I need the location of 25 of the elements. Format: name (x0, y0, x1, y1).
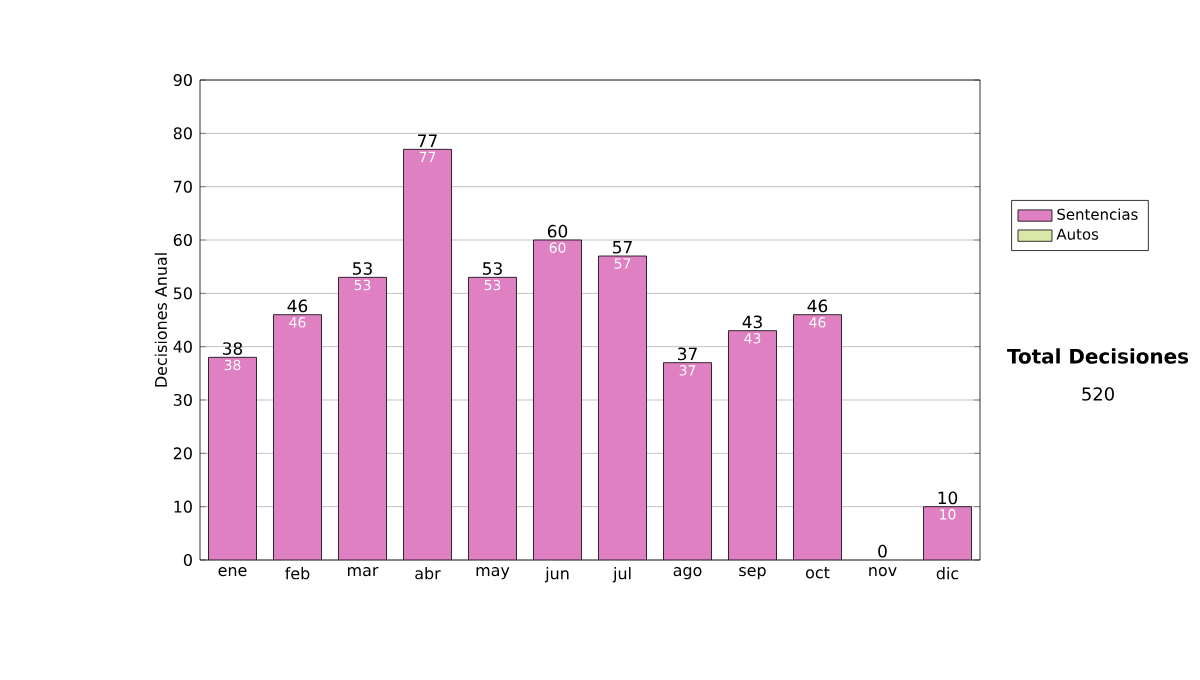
bar (403, 149, 452, 560)
total-label: 53 (353, 262, 372, 275)
bar (923, 506, 972, 560)
bar (468, 277, 517, 560)
total-label: 46 (807, 299, 828, 313)
text: 520 (1082, 387, 1114, 401)
bar (208, 357, 257, 560)
bar (598, 256, 647, 560)
text: 0 (878, 544, 887, 558)
bar (273, 314, 322, 560)
total-label: 46 (287, 299, 308, 313)
bar (793, 314, 842, 560)
text: Total Decisiones (1007, 348, 1189, 364)
bar (533, 240, 582, 560)
total-label: 60 (547, 224, 568, 238)
bar (728, 330, 777, 560)
total-label: 10 (938, 491, 958, 505)
total-label: 53 (483, 262, 502, 275)
total-label: 77 (418, 134, 437, 147)
bar (338, 277, 387, 560)
total-label: 57 (613, 241, 632, 254)
bar (663, 362, 712, 560)
total-label: 43 (742, 315, 762, 329)
total-label: 38 (223, 342, 243, 355)
total-label: 37 (678, 347, 697, 361)
